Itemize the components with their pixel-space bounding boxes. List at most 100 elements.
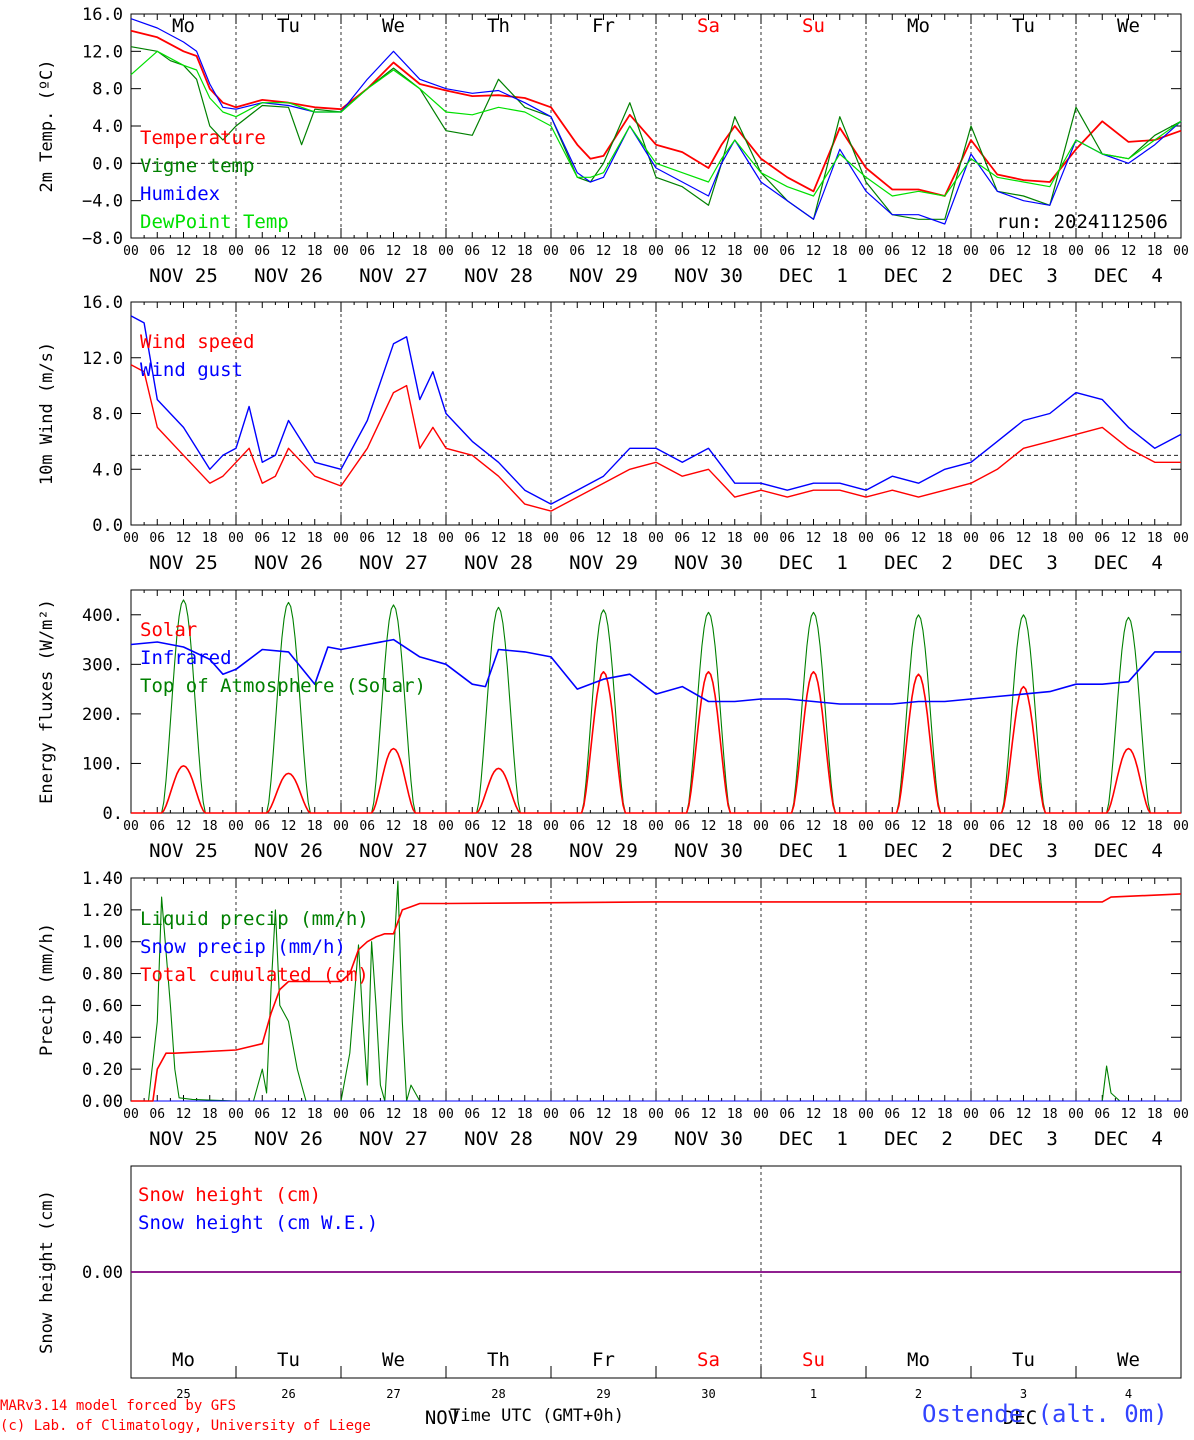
hour-tick-label: 06 bbox=[884, 819, 900, 834]
hour-tick-label: 18 bbox=[202, 244, 218, 259]
hour-tick-label: 00 bbox=[1068, 1107, 1084, 1122]
hour-tick-label: 18 bbox=[832, 819, 848, 834]
legend-entry: Snow height (cm W.E.) bbox=[138, 1212, 378, 1234]
hour-tick-label: 12 bbox=[806, 244, 822, 259]
hour-tick-label: 12 bbox=[281, 244, 297, 259]
y-tick-label: 0.0 bbox=[92, 516, 123, 536]
hour-tick-label: 00 bbox=[333, 531, 349, 546]
date-label: DEC 3 bbox=[989, 840, 1058, 862]
hour-tick-label: 12 bbox=[701, 244, 717, 259]
date-label: NOV 30 bbox=[674, 840, 743, 862]
hour-tick-label: 12 bbox=[386, 1107, 402, 1122]
hour-tick-label: 12 bbox=[1121, 1107, 1137, 1122]
hour-tick-label: 18 bbox=[1147, 244, 1163, 259]
hour-tick-label: 00 bbox=[858, 244, 874, 259]
hour-tick-label: 18 bbox=[727, 531, 743, 546]
hour-tick-label: 18 bbox=[1147, 531, 1163, 546]
hour-tick-label: 00 bbox=[123, 819, 139, 834]
date-label: NOV 28 bbox=[464, 552, 533, 574]
date-label: NOV 26 bbox=[254, 1128, 323, 1150]
y-tick-label: 0.20 bbox=[82, 1060, 123, 1080]
panel-3: 00 06 12 18 00 06 12 18 00 06 12 18 00 06 12 18 00 06 12 18… bbox=[37, 589, 1189, 862]
hour-tick-label: 18 bbox=[202, 1107, 218, 1122]
date-label: NOV 30 bbox=[674, 552, 743, 574]
y-tick-label: 0.0 bbox=[92, 154, 123, 174]
weekday-label: Mo bbox=[172, 15, 195, 37]
hour-tick-label: 18 bbox=[307, 531, 323, 546]
hour-tick-label: 00 bbox=[123, 1107, 139, 1122]
legend-entry: Infrared bbox=[140, 647, 232, 669]
month-label: NOV bbox=[425, 1407, 459, 1429]
y-tick-label: 1.20 bbox=[82, 901, 123, 921]
legend-entry: Temperature bbox=[140, 127, 266, 149]
hour-tick-label: 06 bbox=[989, 1107, 1005, 1122]
station-title: Ostende (alt. 0m) bbox=[922, 1400, 1168, 1428]
hour-tick-label: 06 bbox=[1094, 531, 1110, 546]
hour-tick-label: 12 bbox=[596, 819, 612, 834]
hour-tick-label: 12 bbox=[176, 244, 192, 259]
y-tick-label: 8.0 bbox=[92, 80, 123, 100]
weekday-label: Tu bbox=[277, 15, 300, 37]
date-label: DEC 3 bbox=[989, 552, 1058, 574]
hour-tick-label: 12 bbox=[491, 819, 507, 834]
hour-tick-label: 00 bbox=[963, 819, 979, 834]
hour-tick-label: 18 bbox=[307, 819, 323, 834]
date-label: NOV 26 bbox=[254, 552, 323, 574]
y-tick-label: 1.40 bbox=[82, 869, 123, 889]
hour-tick-label: 18 bbox=[517, 1107, 533, 1122]
run-label: run: 2024112506 bbox=[996, 211, 1168, 233]
hour-tick-label: 18 bbox=[832, 1107, 848, 1122]
hour-tick-label: 12 bbox=[701, 531, 717, 546]
date-label: DEC 4 bbox=[1094, 265, 1163, 287]
hour-tick-label: 18 bbox=[937, 1107, 953, 1122]
date-label: DEC 2 bbox=[884, 840, 953, 862]
hour-tick-label: 06 bbox=[254, 244, 270, 259]
hour-tick-label: 00 bbox=[648, 244, 664, 259]
hour-tick-label: 00 bbox=[228, 1107, 244, 1122]
hour-tick-label: 18 bbox=[937, 819, 953, 834]
y-tick-label: 4.0 bbox=[92, 117, 123, 137]
hour-tick-label: 18 bbox=[1042, 1107, 1058, 1122]
weekday-label: Tu bbox=[1012, 1349, 1035, 1371]
date-label: DEC 1 bbox=[779, 552, 848, 574]
y-tick-label: 100. bbox=[82, 754, 123, 774]
hour-tick-label: 06 bbox=[359, 531, 375, 546]
y-axis-label: Energy fluxes (W/m²) bbox=[37, 599, 57, 804]
weekday-label: Su bbox=[802, 1349, 825, 1371]
hour-tick-label: 12 bbox=[1016, 531, 1032, 546]
day-number-label: 3 bbox=[1020, 1387, 1027, 1401]
hour-tick-label: 12 bbox=[911, 244, 927, 259]
hour-tick-label: 06 bbox=[779, 244, 795, 259]
y-tick-label: 0. bbox=[103, 804, 123, 824]
date-label: DEC 2 bbox=[884, 1128, 953, 1150]
date-label: DEC 1 bbox=[779, 840, 848, 862]
date-label: NOV 25 bbox=[149, 840, 218, 862]
y-axis-label: Precip (mm/h) bbox=[37, 923, 57, 1056]
hour-tick-label: 12 bbox=[596, 1107, 612, 1122]
hour-tick-label: 12 bbox=[281, 1107, 297, 1122]
hour-tick-label: 00 bbox=[543, 819, 559, 834]
hour-tick-label: 00 bbox=[123, 531, 139, 546]
y-tick-label: 200. bbox=[82, 705, 123, 725]
hour-tick-label: 12 bbox=[491, 1107, 507, 1122]
hour-tick-label: 18 bbox=[622, 531, 638, 546]
legend-entry: Snow height (cm) bbox=[138, 1184, 321, 1206]
hour-tick-label: 18 bbox=[622, 244, 638, 259]
hour-tick-label: 12 bbox=[911, 1107, 927, 1122]
hour-tick-label: 00 bbox=[123, 244, 139, 259]
hour-tick-label: 00 bbox=[648, 1107, 664, 1122]
day-number-label: 29 bbox=[596, 1387, 610, 1401]
date-label: NOV 26 bbox=[254, 840, 323, 862]
hour-tick-label: 12 bbox=[596, 531, 612, 546]
hour-tick-label: 12 bbox=[386, 819, 402, 834]
panel-1: 00 06 12 18 00 06 12 18 00 06 12 18 00 06 12 18 00 06 12 18… bbox=[37, 5, 1189, 287]
hour-tick-label: 12 bbox=[1016, 1107, 1032, 1122]
hour-tick-label: 18 bbox=[412, 244, 428, 259]
date-label: DEC 3 bbox=[989, 1128, 1058, 1150]
hour-tick-label: 18 bbox=[832, 244, 848, 259]
hour-tick-label: 00 bbox=[858, 1107, 874, 1122]
hour-tick-label: 12 bbox=[806, 1107, 822, 1122]
hour-tick-label: 00 bbox=[1068, 531, 1084, 546]
y-tick-label: 16.0 bbox=[82, 293, 123, 313]
hour-tick-label: 18 bbox=[832, 531, 848, 546]
